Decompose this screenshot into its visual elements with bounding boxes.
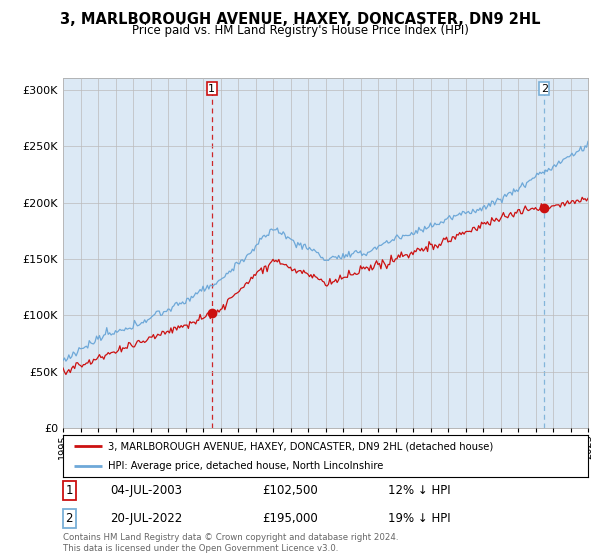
Text: 19% ↓ HPI: 19% ↓ HPI bbox=[389, 512, 451, 525]
Text: 1: 1 bbox=[208, 83, 215, 94]
Text: 20-JUL-2022: 20-JUL-2022 bbox=[110, 512, 182, 525]
Text: 3, MARLBOROUGH AVENUE, HAXEY, DONCASTER, DN9 2HL (detached house): 3, MARLBOROUGH AVENUE, HAXEY, DONCASTER,… bbox=[107, 441, 493, 451]
Text: Contains HM Land Registry data © Crown copyright and database right 2024.
This d: Contains HM Land Registry data © Crown c… bbox=[63, 533, 398, 553]
Text: £195,000: £195,000 bbox=[263, 512, 318, 525]
Text: 2: 2 bbox=[65, 512, 73, 525]
Text: Price paid vs. HM Land Registry's House Price Index (HPI): Price paid vs. HM Land Registry's House … bbox=[131, 24, 469, 36]
Text: 1: 1 bbox=[65, 484, 73, 497]
Text: HPI: Average price, detached house, North Lincolnshire: HPI: Average price, detached house, Nort… bbox=[107, 461, 383, 471]
Text: £102,500: £102,500 bbox=[263, 484, 318, 497]
Text: 12% ↓ HPI: 12% ↓ HPI bbox=[389, 484, 451, 497]
Text: 3, MARLBOROUGH AVENUE, HAXEY, DONCASTER, DN9 2HL: 3, MARLBOROUGH AVENUE, HAXEY, DONCASTER,… bbox=[60, 12, 540, 27]
Text: 04-JUL-2003: 04-JUL-2003 bbox=[110, 484, 182, 497]
Text: 2: 2 bbox=[541, 83, 548, 94]
